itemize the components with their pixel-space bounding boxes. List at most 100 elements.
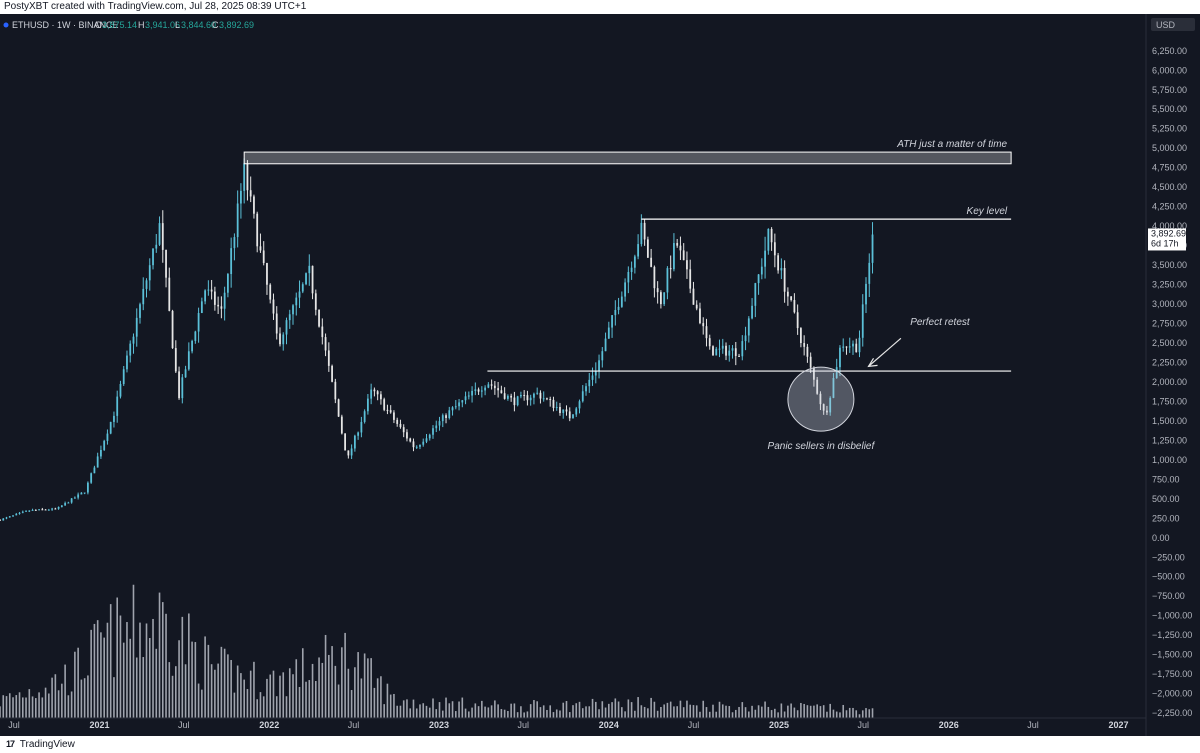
- candle-body: [842, 346, 845, 348]
- volume-bar: [852, 707, 854, 718]
- candle-body: [490, 384, 493, 386]
- volume-bar: [777, 712, 779, 718]
- candle-body: [643, 222, 646, 240]
- volume-bar: [663, 704, 665, 718]
- candle-body: [871, 234, 874, 263]
- volume-bar: [298, 687, 301, 718]
- candle-body: [194, 331, 197, 341]
- volume-bar: [344, 632, 346, 718]
- price-tick-label: 2,000.00: [1152, 377, 1187, 387]
- volume-bar: [347, 668, 350, 718]
- volume-bar: [12, 697, 14, 718]
- volume-bar: [800, 702, 802, 718]
- volume-bar: [370, 658, 372, 718]
- candle-body: [565, 409, 568, 412]
- volume-bar: [419, 704, 421, 718]
- volume-bar: [809, 705, 812, 718]
- time-tick-label: 2024: [599, 720, 619, 730]
- candle-body: [474, 389, 477, 391]
- volume-bar: [438, 702, 441, 718]
- volume-bar: [51, 677, 53, 718]
- volume-bar: [386, 683, 389, 718]
- volume-bar: [754, 709, 757, 718]
- volume-bar: [715, 711, 718, 718]
- candle-body: [135, 317, 138, 337]
- volume-bar: [555, 709, 558, 718]
- volume-bar: [181, 616, 184, 718]
- time-tick-label: Jul: [178, 720, 190, 730]
- candle-body: [174, 348, 177, 372]
- annotations-layer: Panic sellers in disbelief Perfect retest: [768, 317, 971, 452]
- volume-bar: [468, 711, 470, 718]
- volume-bar: [871, 708, 874, 718]
- candle-body: [259, 246, 262, 251]
- high-value: 3,941.06: [145, 20, 180, 30]
- price-tick-label: 4,000.00: [1152, 221, 1187, 231]
- volume-bar: [572, 705, 574, 718]
- volume-bar: [679, 700, 682, 718]
- candle-body: [119, 383, 122, 397]
- price-tick-label: 1,250.00: [1152, 435, 1187, 445]
- volume-bar: [682, 707, 685, 718]
- price-axis[interactable]: 6,250.00 6,000.00 5,750.00 5,500.00 5,250.00…: [1152, 46, 1192, 718]
- volume-bar: [484, 706, 486, 718]
- candle-body: [487, 384, 490, 388]
- volume-bar: [598, 709, 600, 718]
- volume-bar: [516, 712, 519, 718]
- volume-bar: [855, 710, 858, 718]
- candle-body: [790, 296, 793, 301]
- candle-body: [266, 263, 268, 285]
- candle-body: [373, 389, 376, 392]
- currency-badge[interactable]: [1151, 18, 1195, 31]
- candle-body: [353, 435, 356, 449]
- candle-body: [340, 416, 343, 434]
- candle-body: [536, 392, 539, 394]
- volume-bar: [15, 695, 18, 718]
- candle-body: [87, 482, 89, 493]
- candle-body: [712, 346, 714, 356]
- footer-brand: TradingView: [19, 739, 75, 750]
- volume-bar: [83, 678, 86, 718]
- candle-body: [617, 306, 620, 310]
- symbol-title: ETHUSD · 1W · BINANCE: [12, 20, 119, 30]
- candle-body: [292, 305, 294, 315]
- price-tick-label: 250.00: [1152, 513, 1180, 523]
- price-tick-label: 3,250.00: [1152, 280, 1187, 290]
- candle-body: [705, 326, 708, 339]
- candle-body: [819, 393, 822, 405]
- volume-bar: [585, 706, 587, 718]
- candle-body: [406, 432, 408, 439]
- chart-frame[interactable]: ATH just a matter of time Key level Panic…: [0, 14, 1200, 736]
- candle-body: [686, 260, 688, 270]
- candle-body: [285, 320, 288, 335]
- candle-body: [113, 415, 115, 422]
- volume-bar: [90, 629, 92, 718]
- candle-body: [327, 350, 330, 366]
- price-tick-label: 3,500.00: [1152, 260, 1187, 270]
- time-tick-label: Jul: [8, 720, 20, 730]
- price-chart[interactable]: ATH just a matter of time Key level Panic…: [0, 14, 1200, 736]
- volume-bar: [18, 692, 21, 718]
- volume-bar: [328, 654, 330, 718]
- volume-bar: [41, 697, 44, 718]
- candle-body: [419, 444, 421, 447]
- volume-bar: [774, 708, 776, 718]
- volume-bar: [695, 705, 698, 718]
- price-tick-label: 5,500.00: [1152, 104, 1187, 114]
- volume-bar: [826, 711, 828, 718]
- candle-body: [591, 375, 594, 380]
- candle-body: [380, 394, 382, 400]
- candle-body: [477, 389, 480, 392]
- volume-bar: [822, 705, 825, 718]
- volume-bar: [428, 707, 431, 718]
- volume-bar: [471, 707, 473, 718]
- candle-body: [152, 248, 154, 266]
- candle-body: [350, 448, 353, 456]
- candle-body: [523, 395, 526, 397]
- time-axis[interactable]: Jul 2021 Jul 2022 Jul 2023 Jul 2024 Jul 2025 Jul 20…: [8, 720, 1128, 730]
- candle-body: [858, 337, 861, 353]
- volume-bar: [546, 709, 548, 718]
- candle-body: [799, 328, 802, 344]
- candle-body: [533, 393, 535, 398]
- candle-body: [383, 399, 386, 410]
